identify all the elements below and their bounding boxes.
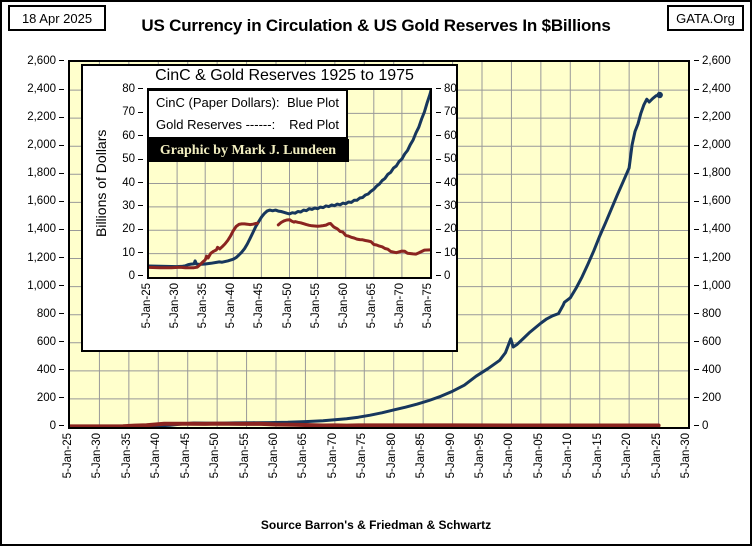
x-tick-label: 5-Jan-45 [253, 283, 266, 329]
y-tick-label: 0 [129, 269, 143, 284]
y-tick-label: 50 [122, 152, 143, 167]
y-tick-label: 400 [37, 363, 64, 378]
credit-banner: Graphic by Mark J. Lundeen [147, 139, 349, 162]
x-tick-label: 5-Jan-90 [444, 433, 457, 479]
legend-row-gold: Gold Reserves ------: Red Plot [149, 115, 346, 135]
x-tick-label: 5-Jan-55 [309, 283, 322, 329]
x-tick-label: 5-Jan-65 [297, 433, 310, 479]
y-tick-label: 600 [694, 335, 721, 350]
y-tick-label: 30 [122, 199, 143, 214]
y-tick-label: 1,600 [27, 194, 64, 209]
y-tick-label: 30 [436, 199, 457, 214]
gata-org-label: GATA.Org [676, 10, 735, 26]
y-tick-label: 50 [436, 152, 457, 167]
x-tick-label: 5-Jan-70 [326, 433, 339, 479]
x-tick-label: 5-Jan-25 [62, 433, 74, 479]
y-tick-label: 40 [436, 176, 457, 191]
inset-legend: CinC (Paper Dollars): Blue Plot Gold Res… [147, 89, 348, 139]
y-tick-label: 1,000 [27, 279, 64, 294]
x-tick-label: 5-Jan-20 [621, 433, 634, 479]
y-tick-label: 2,600 [694, 54, 731, 69]
x-tick-label: 5-Jan-80 [385, 433, 398, 479]
y-tick-label: 800 [37, 307, 64, 322]
x-tick-label: 5-Jan-45 [179, 433, 192, 479]
x-tick-label: 5-Jan-15 [591, 433, 604, 479]
x-tick-label: 5-Jan-10 [562, 433, 575, 479]
x-tick-label: 5-Jan-70 [393, 283, 406, 329]
y-tick-label: 1,400 [27, 222, 64, 237]
y-tick-label: 2,000 [27, 138, 64, 153]
x-tick-label: 5-Jan-50 [281, 283, 294, 329]
y-tick-label: 40 [122, 176, 143, 191]
y-tick-label: 2,400 [694, 82, 731, 97]
y-tick-label: 1,800 [694, 166, 731, 181]
x-tick-label: 5-Jan-35 [197, 283, 210, 329]
y-tick-label: 2,200 [27, 110, 64, 125]
legend-row-cinc: CinC (Paper Dollars): Blue Plot [149, 93, 346, 113]
date-box: 18 Apr 2025 [8, 5, 106, 31]
x-tick-label: 5-Jan-75 [422, 283, 434, 329]
y-tick-label: 800 [694, 307, 721, 322]
y-tick-label: 2,400 [27, 82, 64, 97]
legend-gold-value: Red Plot [289, 117, 339, 132]
x-tick-label: 5-Jan-30 [91, 433, 104, 479]
legend-cinc-label: CinC (Paper Dollars): [156, 95, 280, 110]
y-tick-label: 1,200 [694, 251, 731, 266]
x-tick-label: 5-Jan-05 [532, 433, 545, 479]
y-tick-label: 1,000 [694, 279, 731, 294]
y-tick-label: 0 [50, 419, 64, 434]
inset-chart: CinC & Gold Reserves 1925 to 1975 Billio… [81, 64, 458, 352]
y-tick-label: 1,400 [694, 222, 731, 237]
y-tick-label: 2,000 [694, 138, 731, 153]
y-tick-label: 10 [436, 246, 457, 261]
y-tick-label: 1,200 [27, 251, 64, 266]
y-tick-label: 70 [436, 105, 457, 120]
x-tick-label: 5-Jan-25 [650, 433, 663, 479]
y-tick-label: 400 [694, 363, 721, 378]
y-tick-label: 60 [122, 129, 143, 144]
y-tick-label: 200 [694, 391, 721, 406]
y-tick-label: 20 [436, 222, 457, 237]
x-tick-label: 5-Jan-65 [365, 283, 378, 329]
y-tick-label: 70 [122, 105, 143, 120]
inset-y-axis-label: Billions of Dollars [93, 129, 109, 238]
x-tick-label: 5-Jan-40 [225, 283, 238, 329]
y-tick-label: 2,200 [694, 110, 731, 125]
y-tick-label: 60 [436, 129, 457, 144]
y-tick-label: 10 [122, 246, 143, 261]
x-tick-label: 5-Jan-25 [141, 283, 153, 329]
y-tick-label: 1,800 [27, 166, 64, 181]
y-tick-label: 200 [37, 391, 64, 406]
x-tick-label: 5-Jan-55 [238, 433, 251, 479]
y-tick-label: 2,600 [27, 54, 64, 69]
x-tick-label: 5-Jan-35 [120, 433, 133, 479]
legend-gold-label: Gold Reserves ------: [156, 117, 276, 132]
x-tick-label: 5-Jan-75 [356, 433, 369, 479]
y-tick-label: 1,600 [694, 194, 731, 209]
x-tick-label: 5-Jan-95 [474, 433, 486, 479]
y-tick-label: 20 [122, 222, 143, 237]
x-tick-label: 5-Jan-85 [415, 433, 428, 479]
y-tick-label: 0 [694, 419, 708, 434]
gata-org-box: GATA.Org [667, 5, 744, 31]
x-tick-label: 5-Jan-60 [337, 283, 350, 329]
x-tick-label: 5-Jan-60 [268, 433, 280, 479]
x-tick-label: 5-Jan-00 [503, 433, 516, 479]
x-tick-label: 5-Jan-30 [169, 283, 182, 329]
page-title: US Currency in Circulation & US Gold Res… [141, 16, 611, 35]
y-tick-label: 600 [37, 335, 64, 350]
inset-title: CinC & Gold Reserves 1925 to 1975 [155, 67, 414, 84]
x-tick-label: 5-Jan-40 [150, 433, 163, 479]
date-label: 18 Apr 2025 [21, 10, 93, 26]
legend-cinc-value: Blue Plot [286, 95, 339, 110]
x-tick-label: 5-Jan-30 [680, 433, 692, 479]
y-tick-label: 80 [436, 82, 457, 97]
source-note: Source Barron's & Friedman & Schwartz [260, 518, 492, 532]
y-tick-label: 0 [436, 269, 450, 284]
x-tick-label: 5-Jan-50 [209, 433, 222, 479]
